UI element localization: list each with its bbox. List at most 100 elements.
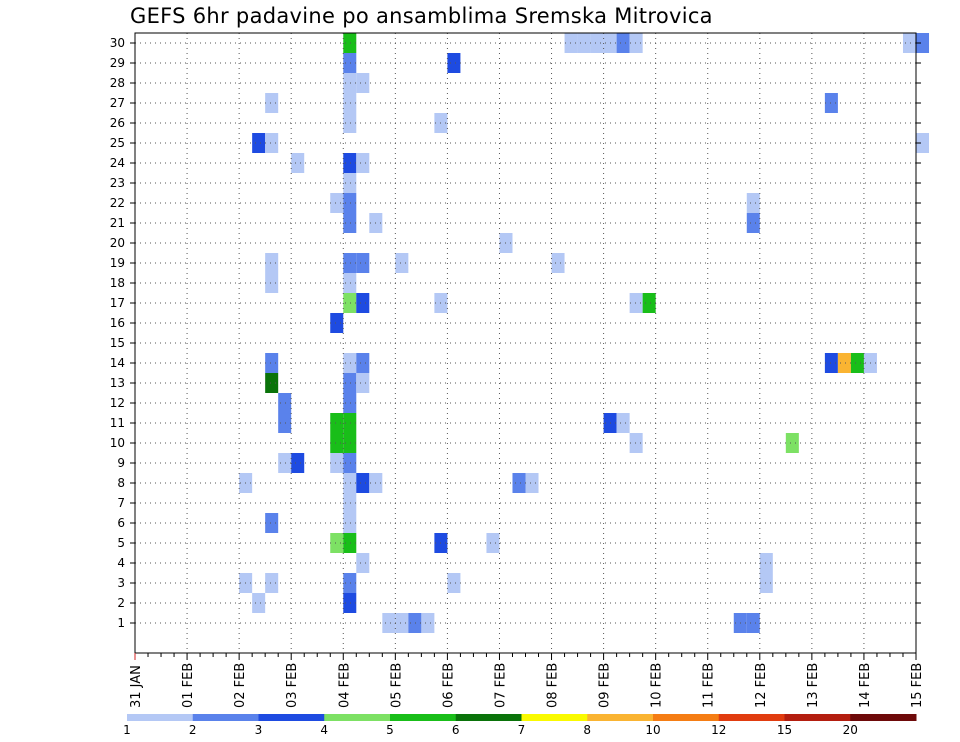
y-tick-label: 13 (110, 376, 125, 390)
precip-cell (590, 33, 604, 53)
precip-cell (616, 33, 630, 53)
precip-cell (265, 373, 279, 393)
precip-cell (343, 373, 357, 393)
y-tick-label: 16 (110, 316, 125, 330)
legend-swatch (521, 714, 588, 721)
precip-cell (642, 293, 656, 313)
legend-swatch (587, 714, 654, 721)
legend-label: 8 (583, 723, 591, 737)
y-tick-label: 1 (117, 616, 125, 630)
precip-cell (759, 553, 773, 573)
precip-cell (252, 593, 266, 613)
precip-cell (291, 453, 305, 473)
precip-cell (916, 33, 930, 53)
y-tick-label: 9 (117, 456, 125, 470)
precip-cell (343, 413, 357, 433)
y-tick-label: 28 (110, 76, 125, 90)
precip-cell (343, 253, 357, 273)
chart-title: GEFS 6hr padavine po ansamblima Sremska … (130, 4, 713, 28)
legend-label: 12 (711, 723, 726, 737)
precip-cell (265, 253, 279, 273)
x-tick-label: 10 FEB (650, 663, 665, 708)
legend-label: 4 (320, 723, 328, 737)
legend-label: 3 (255, 723, 263, 737)
precip-cell (343, 473, 357, 493)
y-tick-label: 22 (110, 196, 125, 210)
precip-cell (486, 533, 500, 553)
precip-cell (265, 133, 279, 153)
precip-cell (343, 513, 357, 533)
precip-cell (382, 613, 396, 633)
y-tick-label: 8 (117, 476, 125, 490)
x-tick-label: 08 FEB (546, 663, 561, 708)
precip-cell (265, 273, 279, 293)
y-tick-label: 7 (117, 496, 125, 510)
precip-cell (447, 573, 461, 593)
precip-cell (343, 393, 357, 413)
legend-label: 5 (386, 723, 394, 737)
legend-swatch (258, 714, 325, 721)
y-tick-label: 17 (110, 296, 125, 310)
x-tick-label: 09 FEB (598, 663, 613, 708)
precip-cell (291, 153, 305, 173)
y-tick-label: 15 (110, 336, 125, 350)
legend-swatch (324, 714, 391, 721)
precip-cell (343, 33, 357, 53)
precip-cell (824, 353, 838, 373)
y-tick-label: 30 (110, 36, 125, 50)
precip-cell (343, 493, 357, 513)
precip-cell (343, 93, 357, 113)
y-tick-label: 2 (117, 596, 125, 610)
x-tick-label: 06 FEB (441, 663, 456, 708)
x-tick-label: 15 FEB (910, 663, 925, 708)
precip-cell (265, 353, 279, 373)
precip-cell (343, 353, 357, 373)
y-tick-label: 27 (110, 96, 125, 110)
precip-cell (265, 93, 279, 113)
x-tick-label: 14 FEB (858, 663, 873, 708)
x-tick-label: 11 FEB (702, 663, 717, 708)
precip-cell (356, 473, 370, 493)
precip-cell (278, 413, 292, 433)
precip-cell (356, 293, 370, 313)
precip-cell (447, 53, 461, 73)
legend-swatch (390, 714, 457, 721)
precip-cell (356, 153, 370, 173)
precip-cell (343, 53, 357, 73)
legend-swatch (850, 714, 917, 721)
precip-cell (512, 473, 526, 493)
legend-label: 20 (843, 723, 858, 737)
precip-cell (525, 473, 539, 493)
precip-cell (356, 253, 370, 273)
legend-label: 1 (123, 723, 131, 737)
legend-swatch (192, 714, 259, 721)
precip-cell (330, 193, 344, 213)
precip-cell (916, 133, 930, 153)
precip-cell (330, 413, 344, 433)
y-tick-label: 25 (110, 136, 125, 150)
y-tick-label: 18 (110, 276, 125, 290)
legend-swatch (653, 714, 720, 721)
precip-cell (343, 593, 357, 613)
y-tick-label: 19 (110, 256, 125, 270)
y-tick-label: 12 (110, 396, 125, 410)
precip-cell (343, 73, 357, 93)
x-tick-label: 12 FEB (754, 663, 769, 708)
legend-swatch (784, 714, 851, 721)
y-tick-label: 10 (110, 436, 125, 450)
precip-cell (278, 453, 292, 473)
precip-cell (265, 573, 279, 593)
precip-cell (343, 273, 357, 293)
precip-cell (356, 353, 370, 373)
precip-cell (343, 173, 357, 193)
x-tick-label: 13 FEB (806, 663, 821, 708)
precip-cell (746, 193, 760, 213)
precip-cell (343, 293, 357, 313)
precip-cell (759, 573, 773, 593)
precip-cell (330, 313, 344, 333)
precip-cell (252, 133, 266, 153)
x-tick-label: 04 FEB (337, 663, 352, 708)
precip-cell (356, 73, 370, 93)
precip-cell (850, 353, 864, 373)
precip-cell (629, 33, 643, 53)
